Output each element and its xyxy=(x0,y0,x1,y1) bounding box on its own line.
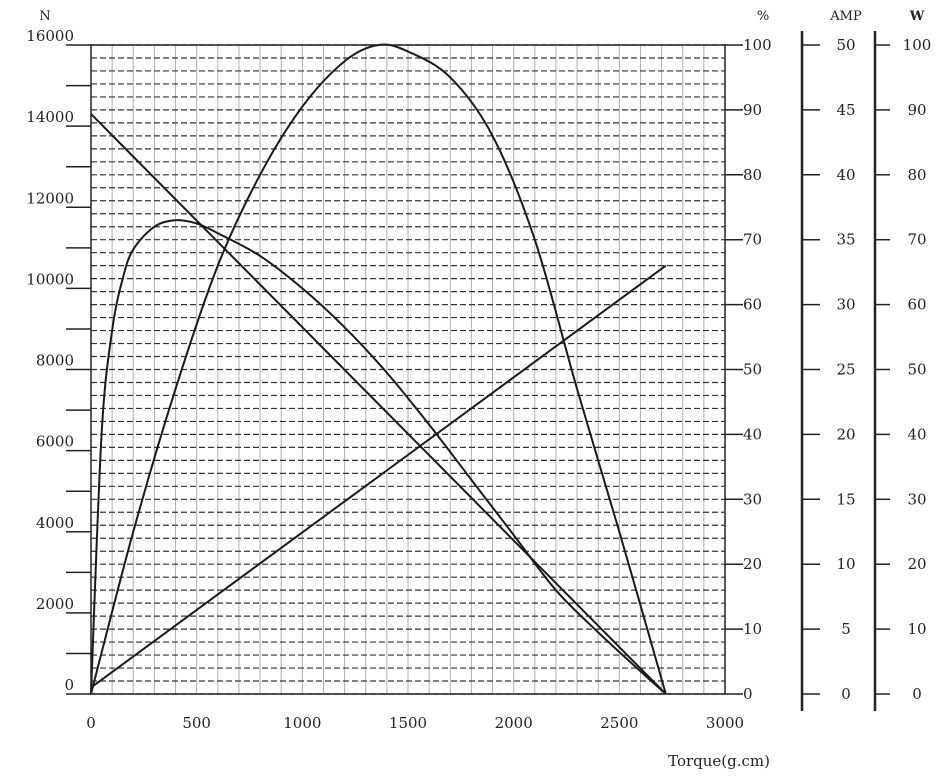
speed-tick-label: 12000 xyxy=(26,189,74,207)
x-tick-label: 1000 xyxy=(283,714,321,732)
current-tick-label: 30 xyxy=(836,296,855,314)
speed-curve xyxy=(90,113,667,695)
power-tick-label: 20 xyxy=(907,555,926,573)
power-tick-label: 70 xyxy=(907,231,926,249)
current-tick-label: 50 xyxy=(836,36,855,54)
power-tick-label: 30 xyxy=(907,490,926,508)
grid-lines xyxy=(90,44,726,695)
current-axis-unit: AMP xyxy=(829,9,862,24)
efficiency-tick-label: 60 xyxy=(743,296,762,314)
speed-tick-label: 0 xyxy=(64,676,74,694)
efficiency-tick-label: 80 xyxy=(743,166,762,184)
x-tick-label: 1500 xyxy=(389,714,427,732)
speed-tick-label: 16000 xyxy=(26,27,74,45)
power-tick-label: 0 xyxy=(912,685,922,703)
current-tick-label: 10 xyxy=(836,555,855,573)
efficiency-curve xyxy=(90,219,667,695)
current-tick-label: 35 xyxy=(836,231,855,249)
current-curve xyxy=(90,264,667,689)
efficiency-tick-label: 100 xyxy=(743,36,772,54)
power-tick-label: 50 xyxy=(907,361,926,379)
current-tick-label: 15 xyxy=(836,490,855,508)
efficiency-tick-label: 40 xyxy=(743,425,762,443)
efficiency-tick-label: 50 xyxy=(743,361,762,379)
x-tick-label: 0 xyxy=(86,714,96,732)
axes: 0 500 1000 1500 2000 2500 30000200040006000800… xyxy=(26,9,931,732)
speed-tick-label: 4000 xyxy=(36,514,74,532)
power-tick-label: 40 xyxy=(907,425,926,443)
speed-tick-label: 6000 xyxy=(36,433,74,451)
current-tick-label: 45 xyxy=(836,101,855,119)
power-tick-label: 60 xyxy=(907,296,926,314)
power-tick-label: 80 xyxy=(907,166,926,184)
speed-tick-label: 2000 xyxy=(36,595,74,613)
efficiency-tick-label: 10 xyxy=(743,620,762,638)
efficiency-tick-label: 0 xyxy=(743,685,753,703)
current-tick-label: 20 xyxy=(836,425,855,443)
power-tick-label: 100 xyxy=(903,36,932,54)
x-tick-label: 500 xyxy=(182,714,211,732)
current-tick-label: 40 xyxy=(836,166,855,184)
speed-tick-label: 8000 xyxy=(36,352,74,370)
x-tick-label: 2500 xyxy=(600,714,638,732)
efficiency-axis-unit: % xyxy=(757,9,769,24)
current-tick-label: 25 xyxy=(836,361,855,379)
current-tick-label: 5 xyxy=(841,620,851,638)
current-tick-label: 0 xyxy=(841,685,851,703)
speed-tick-label: 10000 xyxy=(26,270,74,288)
x-axis-label: Torque(g.cm) xyxy=(668,752,770,770)
x-tick-label: 3000 xyxy=(706,714,744,732)
efficiency-tick-label: 70 xyxy=(743,231,762,249)
power-tick-label: 90 xyxy=(907,101,926,119)
speed-tick-label: 14000 xyxy=(26,108,74,126)
efficiency-tick-label: 20 xyxy=(743,555,762,573)
efficiency-tick-label: 90 xyxy=(743,101,762,119)
efficiency-tick-label: 30 xyxy=(743,490,762,508)
power-axis-unit: W xyxy=(909,9,925,24)
x-tick-label: 2000 xyxy=(495,714,533,732)
speed-axis-unit: N xyxy=(39,9,50,24)
power-tick-label: 10 xyxy=(907,620,926,638)
